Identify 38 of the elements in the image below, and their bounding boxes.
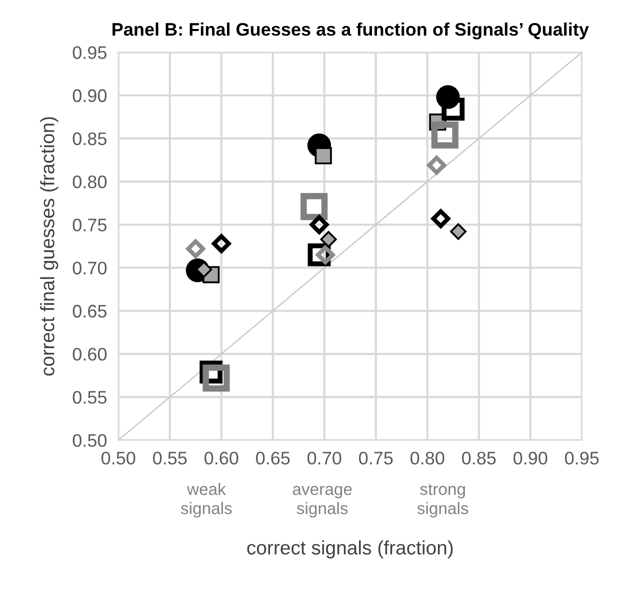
point: [300, 193, 328, 220]
x-tick-label: 0.55: [153, 452, 187, 465]
x-tick-label: 0.65: [256, 452, 290, 465]
x-tick-label: 0.90: [514, 452, 548, 465]
y-tick-label: 0.75: [72, 218, 107, 232]
x-tick-label: 0.85: [462, 452, 496, 465]
point: [450, 223, 467, 240]
point: [212, 234, 231, 254]
text: weak signals: [180, 482, 232, 518]
x-tick-label: 0.95: [565, 452, 599, 465]
text: average signals: [292, 486, 352, 518]
y-tick-label: 0.90: [72, 89, 107, 102]
x-tick-label: 0.70: [308, 452, 342, 465]
y-tick-label: 0.55: [72, 390, 107, 404]
x-axis-title: correct signals (fraction): [247, 540, 453, 558]
y-tick-label: 0.65: [72, 304, 107, 318]
point: [442, 98, 465, 121]
x-tick-label: 0.60: [204, 452, 238, 465]
y-tick-label: 0.95: [72, 46, 107, 59]
y-tick-label: 0.50: [72, 434, 107, 447]
chart-title: Panel B: Final Guesses as a function of Signals’ Quality: [112, 22, 589, 40]
x-tick-label: 0.75: [359, 452, 393, 465]
y-tick-label: 0.60: [72, 348, 107, 361]
y-tick-label: 0.70: [72, 262, 107, 274]
y-axis-title: correct final guesses (fraction): [40, 117, 58, 376]
y-tick-label: 0.85: [72, 132, 107, 146]
point: [310, 215, 329, 234]
x-tick-label: 0.80: [410, 452, 444, 465]
point: [202, 364, 230, 392]
y-tick-label: 0.80: [72, 176, 107, 188]
x-tick-label: 0.50: [102, 452, 136, 465]
point: [431, 121, 458, 149]
point: [186, 239, 206, 258]
point: [314, 147, 332, 164]
text: strong signals: [417, 484, 468, 518]
point: [320, 231, 337, 248]
point: [431, 209, 450, 228]
point: [427, 156, 446, 175]
